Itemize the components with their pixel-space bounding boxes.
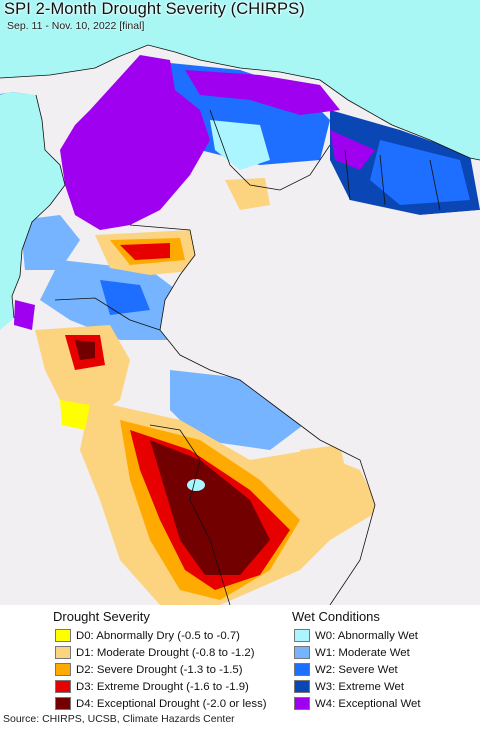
drought-legend-heading: Drought Severity bbox=[53, 609, 150, 624]
page-subtitle: Sep. 11 - Nov. 10, 2022 [final] bbox=[7, 20, 145, 32]
legend-item-label: W3: Extreme Wet bbox=[315, 680, 405, 693]
legend-item-d2: D2: Severe Drought (-1.3 to -1.5) bbox=[55, 661, 267, 678]
drought-d3-colombia-south bbox=[120, 243, 170, 260]
wet-patch-b bbox=[100, 280, 150, 315]
legend-swatch bbox=[55, 697, 71, 710]
legend-item-w3: W3: Extreme Wet bbox=[294, 678, 421, 695]
wet-legend-heading: Wet Conditions bbox=[292, 609, 380, 624]
exceptional-wet-east bbox=[330, 130, 375, 170]
legend-swatch bbox=[294, 663, 310, 676]
exceptional-wet-coast bbox=[185, 70, 340, 115]
source-credit: Source: CHIRPS, UCSB, Climate Hazards Ce… bbox=[3, 713, 235, 725]
drought-map bbox=[0, 0, 480, 605]
legend-swatch bbox=[55, 663, 71, 676]
legend-swatch bbox=[294, 697, 310, 710]
legend-swatch bbox=[294, 629, 310, 642]
drought-legend-list: D0: Abnormally Dry (-0.5 to -0.7) D1: Mo… bbox=[55, 627, 267, 712]
wet-region-pacific-coast bbox=[20, 215, 80, 270]
wet-patch-a bbox=[210, 120, 270, 170]
wet-region-central bbox=[170, 370, 310, 450]
page-title: SPI 2-Month Drought Severity (CHIRPS) bbox=[4, 0, 305, 18]
legend-swatch bbox=[294, 680, 310, 693]
legend-item-d0: D0: Abnormally Dry (-0.5 to -0.7) bbox=[55, 627, 267, 644]
drought-d1-venezuela bbox=[225, 178, 270, 210]
legend-item-label: W2: Severe Wet bbox=[315, 663, 398, 676]
drought-d4-south bbox=[150, 440, 270, 575]
legend-item-w2: W2: Severe Wet bbox=[294, 661, 421, 678]
brazil-neutral-area bbox=[160, 200, 480, 605]
legend-item-d4: D4: Exceptional Drought (-2.0 or less) bbox=[55, 695, 267, 712]
lake-titicaca bbox=[187, 479, 205, 491]
drought-d0-patch bbox=[60, 400, 90, 430]
legend-item-w1: W1: Moderate Wet bbox=[294, 644, 421, 661]
country-borders bbox=[0, 44, 480, 605]
legend-swatch bbox=[55, 629, 71, 642]
legend-item-label: D1: Moderate Drought (-0.8 to -1.2) bbox=[76, 646, 255, 659]
wet-legend-list: W0: Abnormally Wet W1: Moderate Wet W2: … bbox=[294, 627, 421, 712]
legend-swatch bbox=[294, 646, 310, 659]
legend-item-label: W1: Moderate Wet bbox=[315, 646, 410, 659]
drought-d1-east-patch bbox=[300, 445, 350, 500]
legend-item-label: D2: Severe Drought (-1.3 to -1.5) bbox=[76, 663, 243, 676]
legend-item-d1: D1: Moderate Drought (-0.8 to -1.2) bbox=[55, 644, 267, 661]
legend-item-w0: W0: Abnormally Wet bbox=[294, 627, 421, 644]
exceptional-wet-colombia bbox=[60, 55, 210, 230]
drought-d1-peru-north bbox=[35, 325, 130, 420]
exceptional-wet-ecuador bbox=[14, 300, 35, 330]
drought-d4-peru-north bbox=[75, 340, 95, 360]
legend-item-label: W4: Exceptional Wet bbox=[315, 697, 421, 710]
legend-swatch bbox=[55, 680, 71, 693]
legend-swatch bbox=[55, 646, 71, 659]
legend-item-d3: D3: Extreme Drought (-1.6 to -1.9) bbox=[55, 678, 267, 695]
legend: Drought Severity D0: Abnormally Dry (-0.… bbox=[0, 608, 480, 712]
wet-region-guianas-light bbox=[370, 140, 470, 205]
legend-item-label: D4: Exceptional Drought (-2.0 or less) bbox=[76, 697, 267, 710]
legend-item-label: D3: Extreme Drought (-1.6 to -1.9) bbox=[76, 680, 249, 693]
legend-item-label: D0: Abnormally Dry (-0.5 to -0.7) bbox=[76, 629, 240, 642]
legend-item-w4: W4: Exceptional Wet bbox=[294, 695, 421, 712]
legend-item-label: W0: Abnormally Wet bbox=[315, 629, 418, 642]
